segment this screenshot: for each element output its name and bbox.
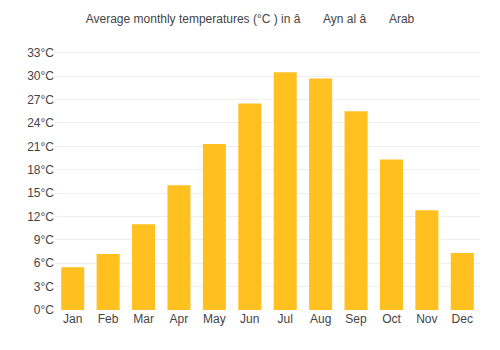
- svg-text:Feb: Feb: [98, 312, 119, 326]
- svg-text:6°C: 6°C: [34, 256, 54, 270]
- svg-text:Apr: Apr: [170, 312, 189, 326]
- svg-text:Dec: Dec: [452, 312, 473, 326]
- svg-text:24°C: 24°C: [27, 116, 54, 130]
- svg-text:Aug: Aug: [310, 312, 331, 326]
- svg-text:0°C: 0°C: [34, 303, 54, 317]
- svg-text:3°C: 3°C: [34, 280, 54, 294]
- svg-text:May: May: [203, 312, 226, 326]
- svg-text:Nov: Nov: [416, 312, 437, 326]
- svg-text:27°C: 27°C: [27, 93, 54, 107]
- svg-text:12°C: 12°C: [27, 210, 54, 224]
- svg-text:Mar: Mar: [133, 312, 154, 326]
- svg-text:15°C: 15°C: [27, 186, 54, 200]
- svg-text:Oct: Oct: [382, 312, 401, 326]
- svg-text:Jul: Jul: [278, 312, 293, 326]
- svg-text:Jun: Jun: [240, 312, 259, 326]
- svg-text:21°C: 21°C: [27, 140, 54, 154]
- svg-text:Average monthly temperatures (: Average monthly temperatures (°C ) in â…: [86, 12, 415, 26]
- svg-text:18°C: 18°C: [27, 163, 54, 177]
- svg-text:Jan: Jan: [63, 312, 82, 326]
- svg-text:9°C: 9°C: [34, 233, 54, 247]
- svg-text:30°C: 30°C: [27, 69, 54, 83]
- svg-text:33°C: 33°C: [27, 46, 54, 60]
- svg-text:Sep: Sep: [345, 312, 367, 326]
